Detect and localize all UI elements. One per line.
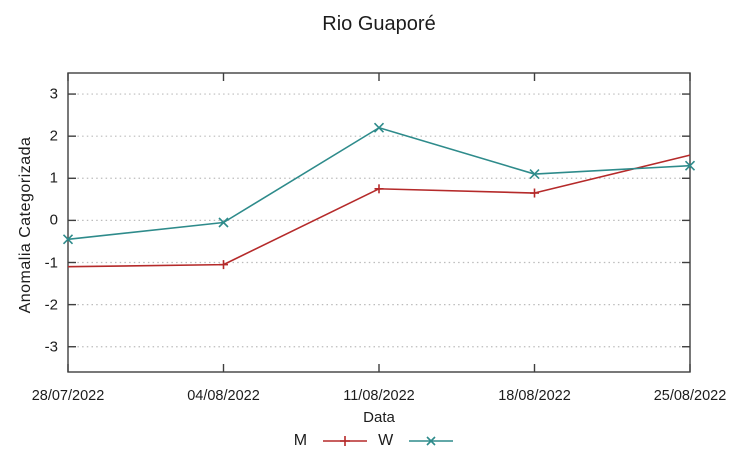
legend-marker-icon	[426, 436, 436, 446]
x-tick-label: 28/07/2022	[31, 388, 105, 404]
series-line-m	[67, 154, 691, 268]
series-marker-w	[62, 234, 74, 245]
legend-line-sample-icon	[409, 436, 454, 446]
series-marker-w	[373, 122, 385, 133]
legend-line-sample-icon	[323, 436, 368, 446]
x-axis-label: Data	[363, 409, 395, 426]
legend-marker-icon	[340, 436, 351, 446]
y-tick-label: 1	[49, 169, 58, 187]
series-marker-w	[529, 169, 540, 180]
plot-border	[67, 72, 691, 373]
y-tick-label: 2	[49, 127, 58, 145]
legend: M W	[68, 432, 690, 450]
series-marker-w	[684, 160, 696, 171]
y-tick-label: 3	[49, 85, 58, 103]
chart-title: Rio Guaporé	[322, 13, 436, 35]
x-tick-label: 18/08/2022	[498, 388, 571, 404]
series-marker-w	[218, 217, 229, 228]
x-tick-label: 25/08/2022	[653, 388, 727, 404]
x-tick-label: 11/08/2022	[343, 388, 415, 404]
legend-label-series-m: M	[293, 432, 308, 449]
y-tick-label: -3	[44, 338, 58, 356]
y-tick-label: -2	[44, 296, 58, 314]
x-tick-label: 04/08/2022	[187, 388, 260, 404]
y-tick-label: -1	[44, 254, 58, 271]
legend-label-series-w: W	[378, 432, 394, 449]
series-line-w	[67, 126, 691, 241]
y-tick-label: 0	[49, 211, 58, 229]
